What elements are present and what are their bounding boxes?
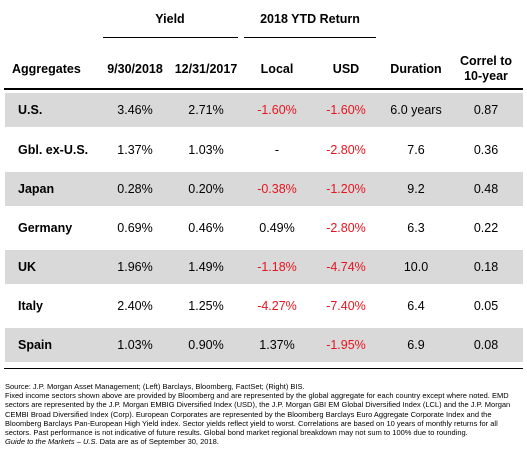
guide-date: Data are as of September 30, 2018. [97, 437, 219, 447]
cell-yield-12-31-2017: 1.03% [188, 143, 224, 157]
cell-yield-12-31-2017: 1.49% [188, 260, 224, 274]
cell-duration: 6.0 years [390, 103, 442, 117]
cell-yield-9-30-2018: 3.46% [117, 103, 153, 117]
cell-return-local: 1.37% [259, 338, 295, 352]
cell-correl-10-year: 0.87 [473, 103, 499, 117]
cell-yield-12-31-2017: 0.46% [188, 221, 224, 235]
table-row: Italy 2.40% 1.25% -4.27% -7.40% 6.4 0.05 [5, 289, 523, 323]
header-local: Local [260, 62, 294, 76]
header-usd: USD [332, 62, 360, 76]
header-rule [4, 88, 523, 90]
row-aggregate-name: Germany [18, 221, 73, 235]
table-row: Spain 1.03% 0.90% 1.37% -1.95% 6.9 0.08 [5, 328, 523, 362]
cell-yield-12-31-2017: 0.20% [188, 182, 224, 196]
header-correl-line2: 10-year [464, 69, 508, 83]
cell-duration: 6.3 [407, 221, 425, 235]
cell-duration: 10.0 [403, 260, 429, 274]
cell-duration: 7.6 [407, 143, 425, 157]
cell-correl-10-year: 0.22 [473, 221, 499, 235]
header-correl-line1: Correl to [459, 54, 513, 68]
bottom-rule [4, 368, 523, 369]
table-row: UK 1.96% 1.49% -1.18% -4.74% 10.0 0.18 [5, 250, 523, 284]
header-date1: 9/30/2018 [107, 62, 163, 76]
yield-group-underline [103, 37, 238, 38]
table-row: Japan 0.28% 0.20% -0.38% -1.20% 9.2 0.48 [5, 172, 523, 206]
cell-yield-9-30-2018: 1.37% [117, 143, 153, 157]
cell-yield-9-30-2018: 1.03% [117, 338, 153, 352]
cell-duration: 6.9 [407, 338, 425, 352]
cell-return-local: -1.60% [257, 103, 297, 117]
cell-correl-10-year: 0.48 [473, 182, 499, 196]
table-row: U.S. 3.46% 2.71% -1.60% -1.60% 6.0 years 0.87 [5, 93, 523, 127]
cell-duration: 9.2 [407, 182, 425, 196]
cell-return-usd: -2.80% [326, 143, 366, 157]
footnotes: Source: J.P. Morgan Asset Management; (L… [5, 382, 523, 446]
header-duration: Duration [390, 62, 442, 76]
cell-correl-10-year: 0.05 [473, 299, 499, 313]
methodology-note: Fixed income sectors shown above are pro… [5, 391, 511, 438]
cell-return-local: 0.49% [259, 221, 295, 235]
row-aggregate-name: Spain [18, 338, 53, 352]
cell-yield-9-30-2018: 2.40% [117, 299, 153, 313]
cell-return-local: -4.27% [257, 299, 297, 313]
return-group-underline [244, 37, 376, 38]
guide-note: Guide to the Markets – U.S. Data are as … [5, 437, 523, 446]
header-return-group: 2018 YTD Return [260, 12, 360, 26]
cell-correl-10-year: 0.36 [473, 143, 499, 157]
cell-return-usd: -1.95% [326, 338, 366, 352]
header-yield-group: Yield [155, 12, 185, 26]
source-note: Source: J.P. Morgan Asset Management; (L… [5, 382, 305, 391]
cell-return-local: -0.38% [257, 182, 297, 196]
cell-return-usd: -1.60% [326, 103, 366, 117]
cell-yield-12-31-2017: 1.25% [188, 299, 224, 313]
row-aggregate-name: U.S. [18, 103, 43, 117]
cell-yield-9-30-2018: 0.28% [117, 182, 153, 196]
cell-return-usd: -1.20% [326, 182, 366, 196]
cell-return-local: -1.18% [257, 260, 297, 274]
cell-return-local: - [274, 143, 280, 157]
cell-correl-10-year: 0.18 [473, 260, 499, 274]
cell-return-usd: -4.74% [326, 260, 366, 274]
guide-title: Guide to the Markets – U.S. [5, 437, 98, 447]
cell-return-usd: -7.40% [326, 299, 366, 313]
cell-yield-9-30-2018: 1.96% [117, 260, 153, 274]
cell-duration: 6.4 [407, 299, 425, 313]
row-aggregate-name: Gbl. ex-U.S. [18, 143, 89, 157]
table-row: Gbl. ex-U.S. 1.37% 1.03% - -2.80% 7.6 0.36 [5, 133, 523, 167]
row-aggregate-name: UK [18, 260, 37, 274]
cell-correl-10-year: 0.08 [473, 338, 499, 352]
header-aggregates: Aggregates [12, 62, 81, 76]
row-aggregate-name: Italy [18, 299, 44, 313]
table-row: Germany 0.69% 0.46% 0.49% -2.80% 6.3 0.22 [5, 211, 523, 245]
cell-yield-12-31-2017: 2.71% [188, 103, 224, 117]
cell-return-usd: -2.80% [326, 221, 366, 235]
header-date2: 12/31/2017 [174, 62, 238, 76]
row-aggregate-name: Japan [18, 182, 55, 196]
cell-yield-9-30-2018: 0.69% [117, 221, 153, 235]
cell-yield-12-31-2017: 0.90% [188, 338, 224, 352]
